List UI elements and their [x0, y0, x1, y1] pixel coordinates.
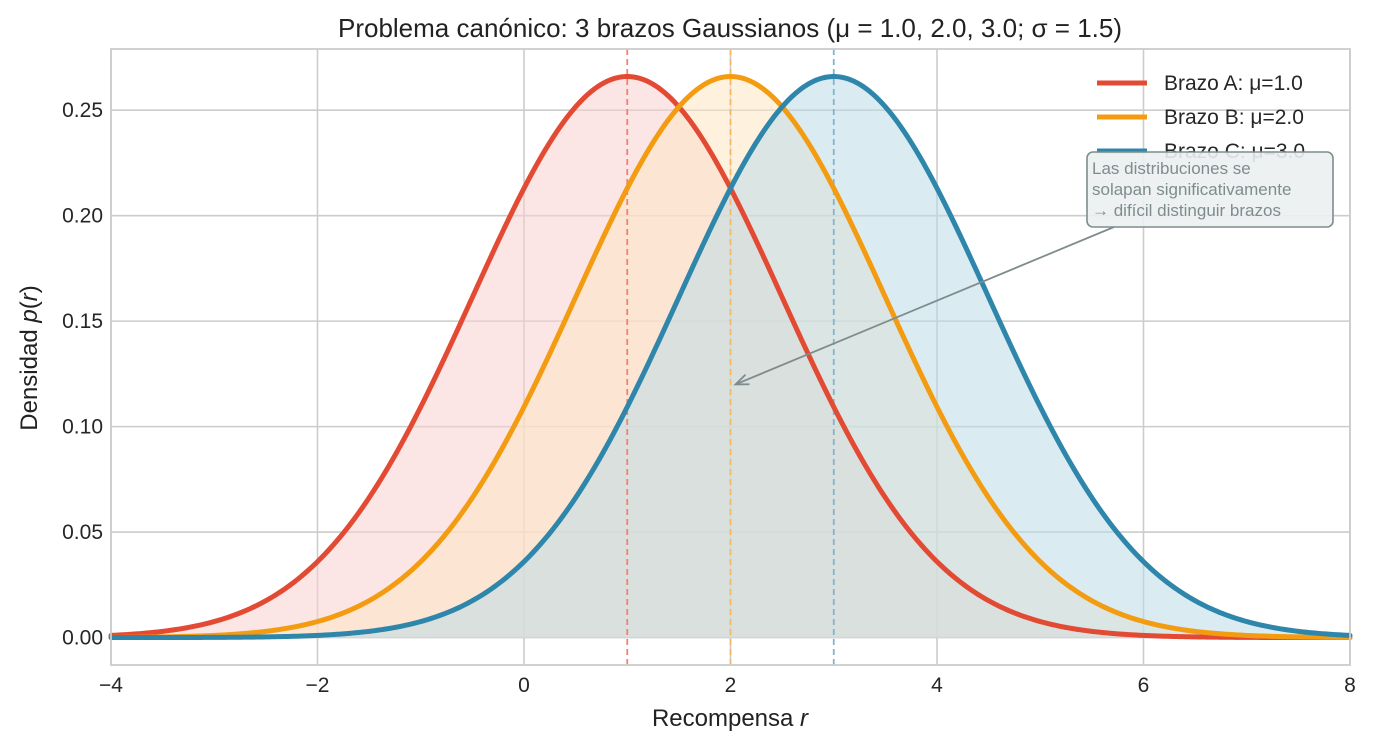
- x-tick-label: 6: [1138, 674, 1150, 697]
- annotation-text-line: solapan significativamente: [1092, 180, 1291, 199]
- annotation: Las distribuciones se solapan significati…: [733, 151, 1334, 386]
- series-line-2: [108, 74, 1353, 640]
- distribution-curves: [108, 74, 1353, 641]
- x-axis-label: Recompensa r: [652, 705, 809, 732]
- y-tick-label: 0.10: [62, 416, 103, 439]
- annotation-box: [1086, 151, 1334, 228]
- x-tick-label: 4: [931, 674, 943, 697]
- y-tick-label: 0.15: [62, 310, 103, 333]
- y-tick-label: 0.25: [62, 99, 103, 122]
- y-tick-label: 0.05: [62, 521, 103, 544]
- annotation-text-line: → difícil distinguir brazos: [1092, 201, 1281, 220]
- chart-title: Problema canónico: 3 brazos Gaussianos (…: [338, 13, 1122, 43]
- x-tick-label: −2: [306, 674, 330, 697]
- y-tick-label: 0.00: [62, 627, 103, 650]
- series-line-3: [108, 74, 1353, 641]
- x-tick-label: 8: [1344, 674, 1356, 697]
- distribution-fills: [111, 76, 1350, 638]
- annotation-arrowhead: [733, 373, 750, 386]
- annotation-arrow: [735, 226, 1115, 386]
- plot-border: [110, 48, 1351, 666]
- annotation-text-line: Las distribuciones se: [1092, 159, 1251, 178]
- x-axis-ticks: −4 −2 0 2 4 6 8: [99, 674, 1356, 697]
- y-tick-label: 0.20: [62, 205, 103, 228]
- x-tick-label: 0: [518, 674, 530, 697]
- y-axis-label: Densidad p(r): [16, 285, 43, 430]
- y-axis-ticks: 0.00 0.05 0.10 0.15 0.20 0.25: [62, 99, 103, 649]
- mean-lines: [626, 49, 835, 665]
- x-tick-label: −4: [99, 674, 123, 697]
- plot-frame: [110, 48, 1351, 666]
- legend-label-2: Brazo B: μ=2.0: [1164, 106, 1304, 129]
- series-fill-3: [111, 76, 1350, 638]
- x-tick-label: 2: [725, 674, 737, 697]
- legend-label-1: Brazo A: μ=1.0: [1164, 72, 1303, 95]
